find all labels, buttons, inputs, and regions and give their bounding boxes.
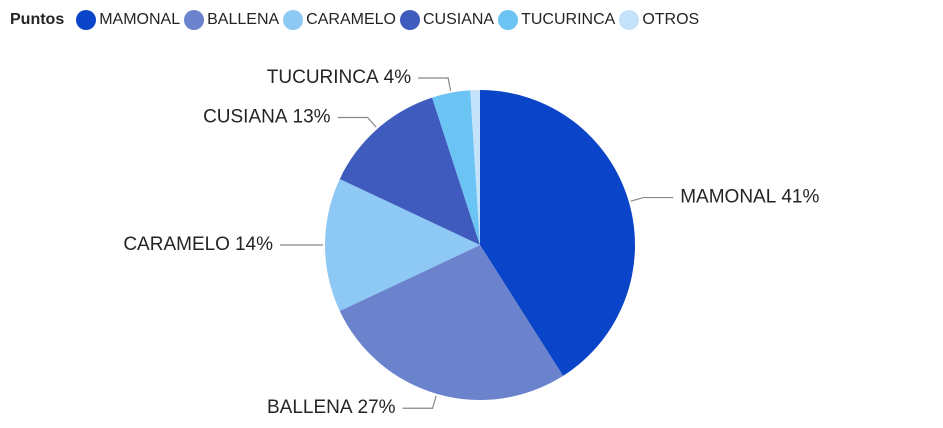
legend-item[interactable]: TUCURINCA xyxy=(498,10,615,30)
legend-marker xyxy=(399,10,420,30)
label-category: CUSIANA xyxy=(203,106,288,127)
label-category: MAMONAL xyxy=(680,187,776,208)
pie-slice xyxy=(325,179,480,311)
leader-line xyxy=(418,77,452,91)
legend-marker xyxy=(498,10,519,30)
data-label: BALLENA 27% xyxy=(267,397,396,418)
label-category: BALLENA xyxy=(267,397,353,418)
legend-label: CARAMELO xyxy=(306,11,396,28)
data-label: TUCURINCA 4% xyxy=(267,67,411,88)
data-label: CARAMELO 14% xyxy=(123,234,273,255)
legend-item[interactable]: CARAMELO xyxy=(283,10,396,30)
pie-slice xyxy=(470,90,480,245)
label-value: 14% xyxy=(235,234,273,255)
legend-item[interactable]: OTROS xyxy=(619,10,699,30)
leader-line xyxy=(630,196,674,202)
legend-item[interactable]: BALLENA xyxy=(184,10,279,30)
legend-item[interactable]: CUSIANA xyxy=(399,10,495,30)
leader-line xyxy=(337,116,377,128)
legend-label: OTROS xyxy=(642,11,700,28)
label-value: 27% xyxy=(358,397,396,418)
label-value: 13% xyxy=(293,106,331,127)
legend-label: MAMONAL xyxy=(99,11,181,28)
legend: Puntos MAMONAL BALLENA CARAMELO CUSIANA TUCU… xyxy=(10,10,703,30)
legend-title: Puntos xyxy=(10,11,65,28)
pie-slice xyxy=(480,90,635,376)
pie-slice xyxy=(339,97,480,245)
label-category: CARAMELO xyxy=(123,234,230,255)
legend-label: CUSIANA xyxy=(422,11,495,28)
legend-label: TUCURINCA xyxy=(521,11,616,28)
data-label: MAMONAL 41% xyxy=(680,187,819,208)
pie-slice xyxy=(432,90,480,246)
label-value: 4% xyxy=(384,67,412,88)
pie-slice xyxy=(339,245,564,401)
legend-marker xyxy=(184,10,205,30)
legend-item[interactable]: MAMONAL xyxy=(76,10,180,30)
leader-line xyxy=(402,395,437,409)
data-label: CUSIANA 13% xyxy=(203,106,331,127)
legend-marker xyxy=(76,10,97,30)
legend-label: BALLENA xyxy=(207,11,280,28)
label-category: TUCURINCA xyxy=(267,67,379,88)
label-value: 41% xyxy=(781,187,819,208)
legend-marker xyxy=(619,10,640,30)
legend-marker xyxy=(283,10,304,30)
